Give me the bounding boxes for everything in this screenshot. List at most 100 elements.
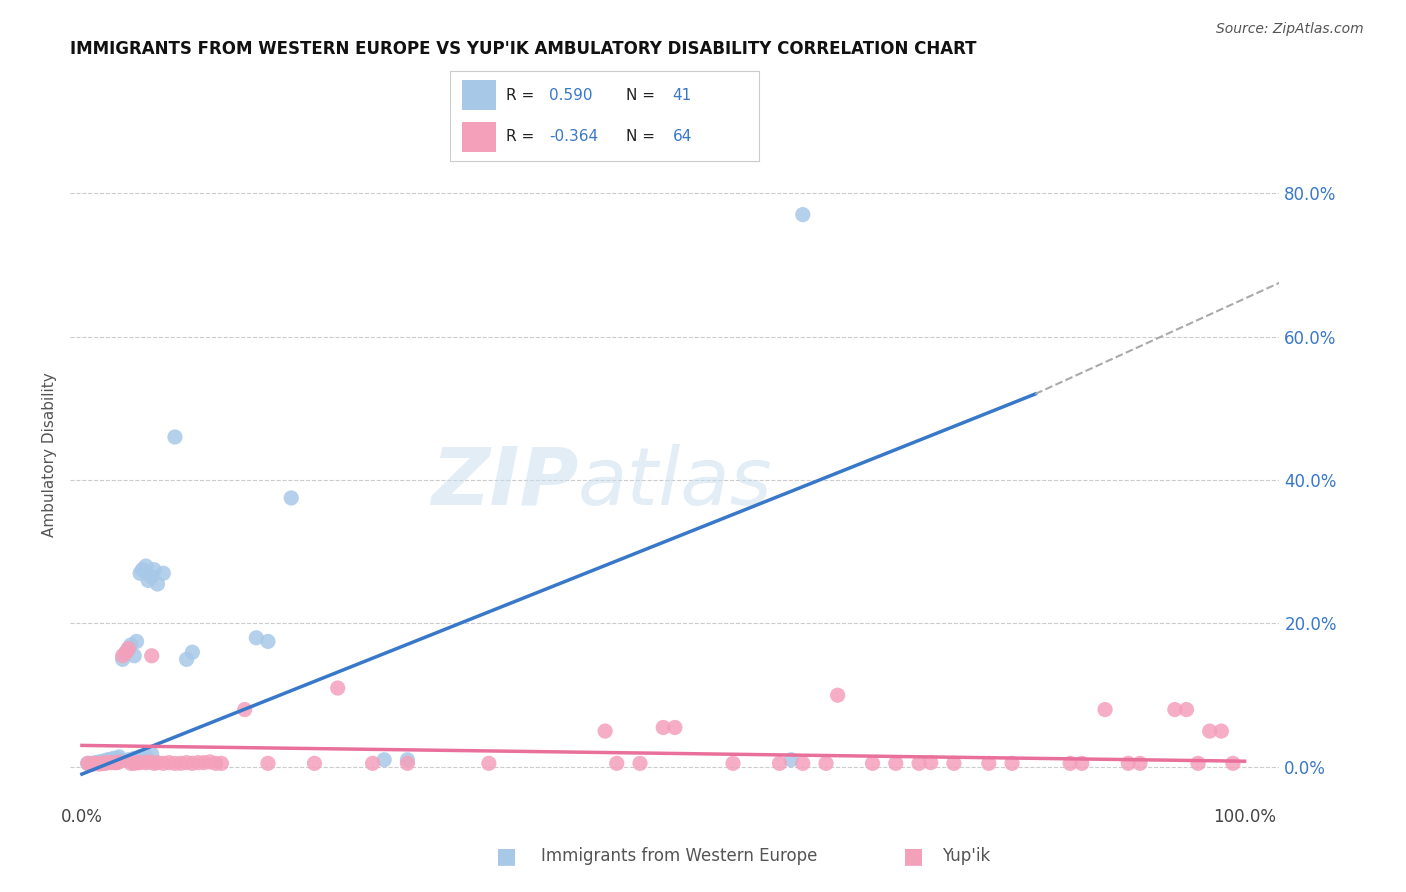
- Point: [181, 756, 204, 771]
- Point: [83, 757, 105, 772]
- Point: [152, 566, 174, 581]
- Point: [129, 756, 152, 770]
- Point: [96, 753, 118, 767]
- Point: [792, 756, 814, 771]
- Point: [100, 756, 122, 770]
- Point: [280, 491, 302, 505]
- Text: 0.590: 0.590: [548, 88, 592, 103]
- Point: [135, 748, 157, 763]
- Point: [1211, 724, 1233, 739]
- Point: [80, 756, 103, 771]
- Point: [780, 753, 803, 767]
- Text: ZIP: ZIP: [430, 443, 578, 522]
- Point: [100, 753, 122, 767]
- Point: [181, 645, 204, 659]
- Point: [1001, 756, 1024, 771]
- Point: [96, 756, 118, 770]
- Point: [827, 688, 849, 702]
- Point: [141, 747, 163, 761]
- Text: IMMIGRANTS FROM WESTERN EUROPE VS YUP'IK AMBULATORY DISABILITY CORRELATION CHART: IMMIGRANTS FROM WESTERN EUROPE VS YUP'IK…: [70, 40, 977, 58]
- Point: [1164, 702, 1187, 716]
- Point: [768, 756, 790, 771]
- Point: [115, 645, 138, 659]
- Point: [120, 638, 142, 652]
- Point: [115, 645, 138, 659]
- Point: [211, 756, 233, 771]
- Point: [176, 652, 198, 666]
- Point: [862, 756, 884, 771]
- Point: [143, 563, 166, 577]
- Point: [105, 756, 128, 770]
- Point: [141, 570, 163, 584]
- Text: ■: ■: [496, 847, 516, 866]
- Point: [204, 756, 226, 771]
- Point: [1175, 702, 1198, 716]
- Point: [80, 757, 103, 772]
- Point: [105, 751, 128, 765]
- Point: [652, 721, 675, 735]
- Point: [1070, 756, 1092, 771]
- Point: [152, 756, 174, 771]
- Text: Source: ZipAtlas.com: Source: ZipAtlas.com: [1216, 22, 1364, 37]
- Point: [193, 756, 215, 770]
- Point: [127, 756, 149, 770]
- Text: -0.364: -0.364: [548, 129, 598, 144]
- Point: [1198, 724, 1220, 739]
- Text: 64: 64: [672, 129, 692, 144]
- Point: [257, 634, 280, 648]
- Point: [163, 430, 186, 444]
- Text: atlas: atlas: [578, 443, 773, 522]
- Point: [977, 756, 1000, 771]
- Point: [89, 757, 111, 772]
- Point: [884, 756, 907, 771]
- Point: [129, 750, 152, 764]
- Point: [111, 652, 134, 666]
- Text: N =: N =: [626, 129, 659, 144]
- Point: [143, 756, 166, 771]
- Point: [111, 648, 134, 663]
- Text: R =: R =: [506, 129, 538, 144]
- Point: [478, 756, 501, 771]
- Point: [103, 751, 125, 765]
- Text: N =: N =: [626, 88, 659, 103]
- Point: [157, 756, 180, 770]
- Point: [257, 756, 280, 771]
- Point: [131, 563, 153, 577]
- Point: [138, 755, 160, 769]
- Point: [245, 631, 267, 645]
- Point: [89, 755, 111, 769]
- Point: [84, 756, 107, 770]
- Y-axis label: Ambulatory Disability: Ambulatory Disability: [42, 373, 58, 537]
- Bar: [463, 80, 496, 110]
- Point: [94, 756, 117, 771]
- Point: [125, 634, 148, 648]
- Point: [664, 721, 686, 735]
- Point: [1222, 756, 1244, 771]
- Point: [91, 756, 114, 771]
- Point: [122, 751, 145, 765]
- Point: [94, 754, 117, 768]
- Point: [117, 753, 139, 767]
- Point: [83, 756, 105, 771]
- Text: R =: R =: [506, 88, 538, 103]
- Point: [361, 756, 384, 771]
- Point: [108, 750, 131, 764]
- Point: [198, 755, 221, 769]
- Text: ■: ■: [904, 847, 924, 866]
- Point: [1059, 756, 1081, 771]
- Point: [1187, 756, 1209, 771]
- Point: [136, 574, 159, 588]
- Point: [122, 648, 145, 663]
- Point: [84, 756, 107, 771]
- Point: [176, 756, 198, 770]
- Point: [815, 756, 838, 771]
- Text: 41: 41: [672, 88, 692, 103]
- Point: [117, 641, 139, 656]
- Point: [326, 681, 349, 695]
- Point: [792, 208, 814, 222]
- Point: [141, 648, 163, 663]
- Point: [170, 756, 193, 771]
- Point: [76, 756, 98, 771]
- Point: [1118, 756, 1140, 771]
- Text: Immigrants from Western Europe: Immigrants from Western Europe: [541, 847, 818, 865]
